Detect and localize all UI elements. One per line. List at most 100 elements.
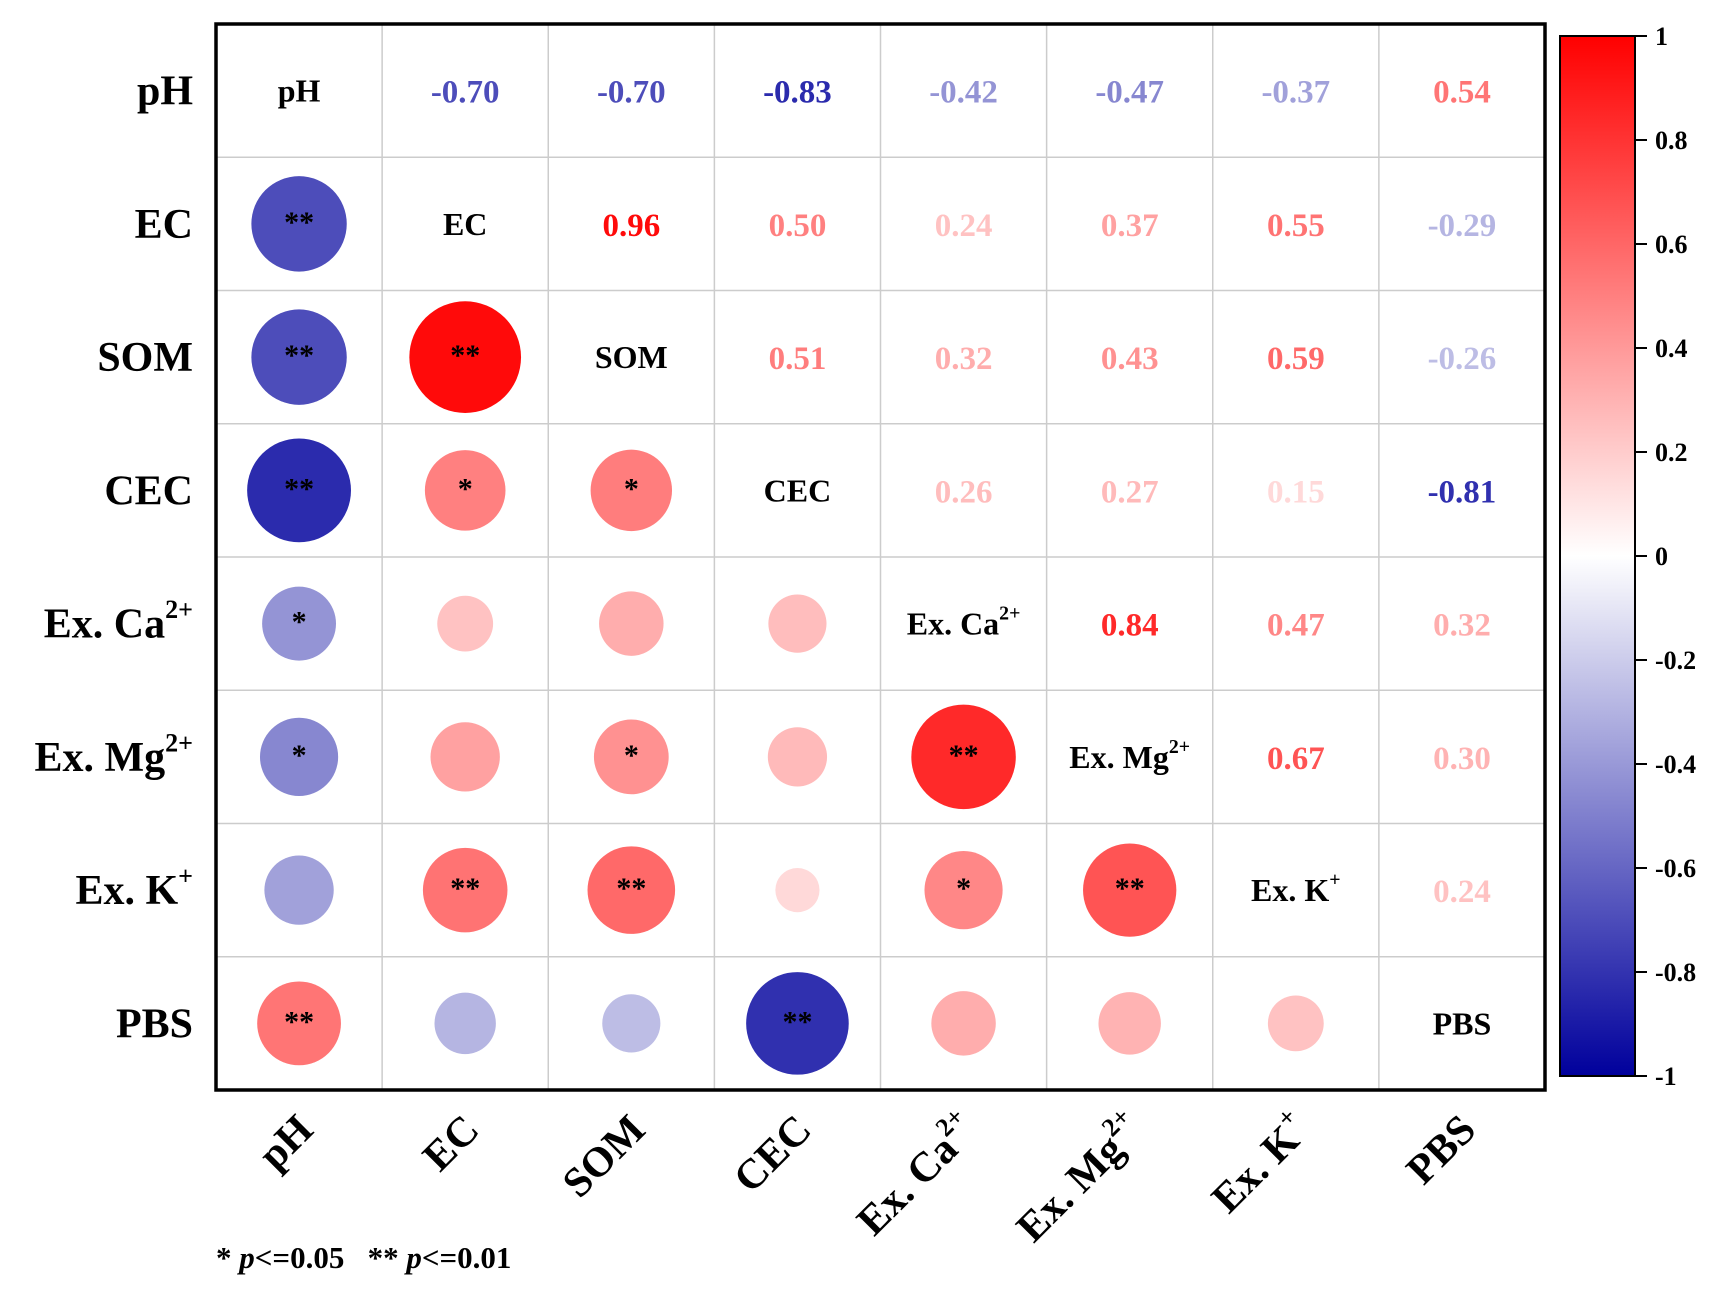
label-text: Ex. Mg — [34, 735, 165, 781]
coefficient-label: 0.84 — [1101, 608, 1159, 644]
coefficient-label: 0.32 — [935, 341, 993, 377]
diagonal-label: Ex. Mg2+ — [1069, 736, 1190, 775]
column-label: pH — [250, 1107, 322, 1179]
correlation-circle — [409, 301, 522, 413]
row-label: CEC — [104, 468, 193, 514]
colorbar-tick-label: -1 — [1655, 1062, 1677, 1091]
coefficient-label: -0.26 — [1428, 341, 1497, 377]
coefficient-label: 0.51 — [769, 341, 827, 377]
significance-mark: ** — [284, 1005, 314, 1038]
correlation-circle — [1267, 995, 1324, 1052]
correlation-circle — [259, 717, 339, 796]
coefficient-label: -0.83 — [763, 75, 832, 111]
correlation-circle — [251, 309, 347, 405]
coefficient-label: 0.96 — [602, 208, 660, 244]
matrix-cells: pH -0.70 -0.70 -0.83 -0.42 -0.47 -0.37 0.54** EC… — [247, 73, 1496, 1075]
correlation-circle — [430, 722, 500, 792]
significance-mark: * — [956, 872, 971, 905]
coefficient-label: -0.70 — [431, 75, 500, 111]
significance-mark: ** — [284, 339, 314, 372]
row-label: Ex. Ca2+ — [44, 595, 193, 648]
label-text: SOM — [97, 335, 193, 381]
coefficient-label: 0.24 — [935, 208, 993, 244]
coefficient-label: 0.55 — [1267, 208, 1325, 244]
label-text: EC — [414, 1107, 488, 1181]
diagonal-label: EC — [443, 206, 487, 242]
correlation-circle — [437, 595, 494, 652]
correlation-circle — [247, 438, 351, 543]
coefficient-label: 0.59 — [1267, 341, 1325, 377]
diagonal-label: pH — [278, 73, 321, 109]
label-text: pH — [137, 69, 193, 115]
coefficient-label: 0.27 — [1101, 474, 1159, 510]
footnote-part: p — [403, 1240, 422, 1275]
significance-mark: ** — [1115, 872, 1145, 905]
colorbar-tick-label: 0 — [1655, 542, 1668, 571]
label-superscript: + — [1329, 869, 1340, 891]
row-label: Ex. Mg2+ — [34, 728, 193, 781]
correlation-circle — [775, 868, 820, 913]
colorbar-tick-label: 0.6 — [1655, 230, 1688, 259]
correlation-circle — [599, 591, 664, 656]
colorbar-tick-label: 0.2 — [1655, 438, 1688, 467]
coefficient-label: 0.54 — [1433, 75, 1491, 111]
significance-mark: ** — [284, 206, 314, 239]
label-text: PBS — [1398, 1107, 1485, 1194]
colorbar-gradient — [1559, 35, 1636, 1077]
footnote-part: <=0.05 — [255, 1240, 368, 1275]
significance-footnote: * p<=0.05 ** p<=0.01 — [216, 1240, 511, 1275]
label-text: pH — [278, 73, 321, 109]
coefficient-label: 0.67 — [1267, 741, 1325, 777]
correlation-circle — [1098, 992, 1161, 1055]
column-label: Ex. K+ — [1199, 1102, 1319, 1222]
correlation-circle — [593, 719, 669, 795]
significance-mark: * — [292, 606, 307, 639]
column-label: CEC — [725, 1107, 820, 1202]
colorbar-tick-label: -0.6 — [1655, 854, 1696, 883]
column-label: Ex. Mg2+ — [1004, 1102, 1153, 1251]
correlation-circle — [590, 449, 673, 532]
coefficient-label: 0.43 — [1101, 341, 1159, 377]
footnote-part: p — [236, 1240, 255, 1275]
label-text: SOM — [595, 339, 668, 375]
coefficient-label: -0.81 — [1428, 474, 1497, 510]
significance-mark: ** — [782, 1005, 812, 1038]
coefficient-label: 0.37 — [1101, 208, 1159, 244]
label-text: PBS — [116, 1001, 193, 1047]
column-label: SOM — [554, 1107, 654, 1207]
correlation-circle — [924, 851, 1003, 930]
coefficient-label: 0.26 — [935, 474, 993, 510]
column-label: PBS — [1398, 1107, 1485, 1194]
correlation-circle — [434, 992, 496, 1055]
row-label: SOM — [97, 335, 193, 381]
footnote-part: <=0.01 — [422, 1240, 512, 1275]
colorbar-tick-label: -0.8 — [1655, 958, 1696, 987]
colorbar-tick-label: 1 — [1655, 22, 1668, 51]
correlation-circle — [251, 176, 347, 272]
label-text: EC — [443, 206, 487, 242]
colorbar-tick-label: 0.4 — [1655, 334, 1688, 363]
significance-mark: * — [624, 739, 639, 772]
diagonal-label: Ex. K+ — [1251, 869, 1341, 908]
coefficient-label: -0.47 — [1095, 75, 1164, 111]
correlation-circle — [257, 981, 341, 1066]
label-text: CEC — [725, 1107, 820, 1202]
label-text: SOM — [554, 1107, 654, 1207]
significance-mark: * — [624, 472, 639, 505]
coefficient-label: -0.37 — [1261, 75, 1330, 111]
label-text: Ex. K — [1203, 1117, 1308, 1222]
coefficient-label: 0.32 — [1433, 608, 1491, 644]
diagonal-label: CEC — [764, 472, 832, 508]
coefficient-label: 0.24 — [1433, 874, 1491, 910]
label-text: Ex. Ca — [44, 602, 165, 648]
coefficient-label: 0.30 — [1433, 741, 1491, 777]
coefficient-label: 0.15 — [1267, 474, 1325, 510]
colorbar-tick-label: -0.2 — [1655, 646, 1696, 675]
correlation-circle — [911, 704, 1016, 810]
label-text: EC — [135, 202, 193, 248]
label-superscript: 2+ — [165, 595, 193, 624]
correlation-circle — [746, 972, 849, 1075]
significance-mark: ** — [450, 339, 480, 372]
